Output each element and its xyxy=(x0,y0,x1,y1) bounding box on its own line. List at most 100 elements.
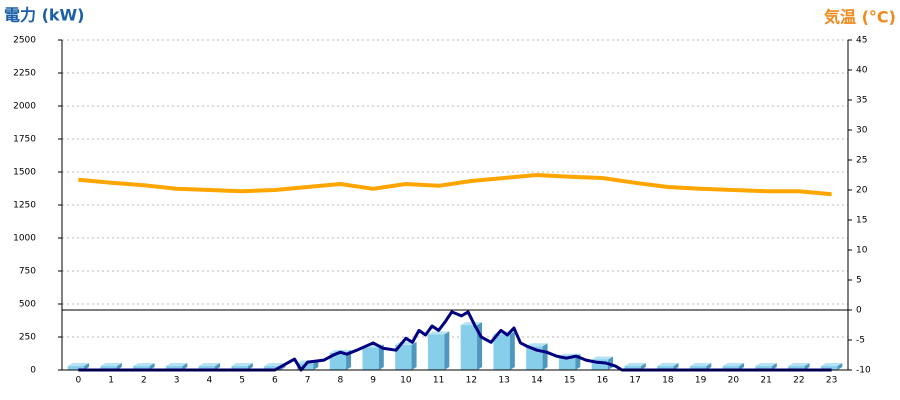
y-tick-label: 1500 xyxy=(13,168,36,178)
x-tick-label: 5 xyxy=(239,376,245,386)
y2-tick-label: 15 xyxy=(856,216,867,226)
x-tick-label: 19 xyxy=(695,376,707,386)
bar-side xyxy=(247,363,253,370)
x-tick-label: 3 xyxy=(174,376,180,386)
bar-side xyxy=(215,363,221,370)
bar-side xyxy=(444,331,450,370)
bar xyxy=(100,366,117,370)
bar xyxy=(755,366,772,370)
line xyxy=(78,173,832,197)
x-tick-label: 12 xyxy=(466,376,477,386)
x-tick-label: 1 xyxy=(108,376,114,386)
bar-top xyxy=(165,363,188,367)
bar xyxy=(657,366,674,370)
y-tick-label: 2000 xyxy=(13,102,36,112)
x-tick-label: 23 xyxy=(826,376,837,386)
bar xyxy=(591,359,609,370)
bar-top xyxy=(460,322,483,326)
bar xyxy=(788,366,805,370)
bar-top xyxy=(722,363,745,367)
y-tick-label: 750 xyxy=(19,267,36,277)
y2-tick-label: 30 xyxy=(856,126,868,136)
bar-side xyxy=(411,341,417,370)
y2-tick-label: 40 xyxy=(856,66,868,76)
bar-side xyxy=(149,363,155,370)
y2-axis-title: 気温 (°C) xyxy=(824,8,896,27)
bar xyxy=(820,366,838,370)
bar-side xyxy=(804,363,810,370)
y-tick-label: 1750 xyxy=(13,135,36,145)
bar-top xyxy=(788,363,810,367)
y2-tick-label: 0 xyxy=(856,306,862,316)
bar-top xyxy=(624,363,646,367)
bar-top xyxy=(264,363,286,367)
x-tick-label: 15 xyxy=(564,376,575,386)
bar xyxy=(231,366,248,370)
bar xyxy=(133,366,150,370)
y-tick-label: 250 xyxy=(19,333,36,343)
bar-side xyxy=(837,363,843,370)
line xyxy=(78,310,832,372)
y-tick-label: 1000 xyxy=(13,234,36,244)
bar-side xyxy=(673,363,679,370)
y2-tick-label: 25 xyxy=(856,156,867,166)
bar-top xyxy=(820,363,843,367)
bar-side xyxy=(771,363,777,370)
bar xyxy=(493,334,510,370)
bar-side xyxy=(706,363,712,370)
bar xyxy=(558,356,576,370)
bar xyxy=(526,346,543,370)
bar-side xyxy=(739,363,745,370)
x-tick-label: 8 xyxy=(338,376,344,386)
y2-tick-label: -10 xyxy=(856,366,871,376)
y-tick-label: 2250 xyxy=(13,69,36,79)
bar xyxy=(329,352,347,370)
bar-top xyxy=(427,331,450,335)
x-tick-label: 16 xyxy=(597,376,609,386)
bar xyxy=(722,366,740,370)
bar-top xyxy=(198,363,221,367)
bar-top xyxy=(591,356,614,360)
x-tick-label: 6 xyxy=(272,376,278,386)
bar xyxy=(198,366,216,370)
x-tick-label: 9 xyxy=(370,376,376,386)
bar-side xyxy=(313,360,319,370)
bar-top xyxy=(100,363,122,367)
x-tick-label: 11 xyxy=(433,376,444,386)
bar-side xyxy=(640,363,646,370)
bar-side xyxy=(542,343,548,370)
bar xyxy=(427,334,445,370)
bar-top xyxy=(657,363,679,367)
y-tick-label: 1250 xyxy=(13,201,36,211)
y2-tick-label: 45 xyxy=(856,36,867,46)
bar xyxy=(460,325,478,370)
x-tick-label: 2 xyxy=(141,376,147,386)
x-tick-label: 0 xyxy=(76,376,82,386)
y2-tick-label: 20 xyxy=(856,186,868,196)
bar-side xyxy=(116,363,122,370)
y2-tick-label: 5 xyxy=(856,276,862,286)
bar-side xyxy=(509,331,515,370)
bar-top xyxy=(67,363,90,367)
x-tick-label: 22 xyxy=(793,376,804,386)
y2-tick-label: -5 xyxy=(856,336,865,346)
bar-side xyxy=(182,363,188,370)
bar xyxy=(264,366,281,370)
x-tick-label: 17 xyxy=(629,376,640,386)
x-tick-label: 10 xyxy=(400,376,412,386)
bar xyxy=(67,366,85,370)
bar xyxy=(689,366,707,370)
x-tick-label: 20 xyxy=(728,376,740,386)
bar-top xyxy=(231,363,253,367)
x-tick-label: 14 xyxy=(531,376,543,386)
x-tick-label: 21 xyxy=(760,376,771,386)
x-tick-label: 18 xyxy=(662,376,674,386)
bar xyxy=(624,366,641,370)
bar-top xyxy=(755,363,777,367)
bar-top xyxy=(133,363,155,367)
y-tick-label: 0 xyxy=(30,366,36,376)
bar-side xyxy=(378,344,384,370)
bar-top xyxy=(526,343,548,347)
bar-top xyxy=(689,363,712,367)
